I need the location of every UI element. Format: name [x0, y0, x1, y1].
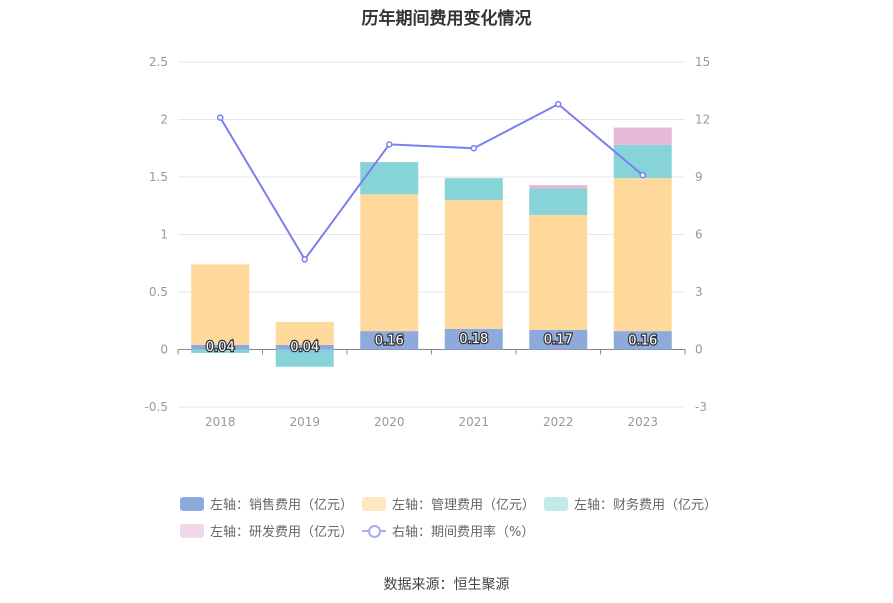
y-right-tick-label: 0: [695, 343, 703, 357]
y-right-tick-label: -3: [695, 400, 707, 414]
legend-label-finance: 左轴：财务费用（亿元）: [574, 498, 718, 513]
x-tick-label: 2020: [374, 415, 405, 429]
line-expense-rate: [219, 102, 644, 262]
legend-item-expense-rate[interactable]: 右轴：期间费用率（%）: [362, 521, 534, 540]
legend-item-sales[interactable]: 左轴：销售费用（亿元）: [180, 494, 353, 513]
bar-finance: [275, 349, 334, 367]
y-right-tick-label: 15: [695, 55, 710, 69]
data-label-sales: 0.17: [544, 333, 573, 348]
legend-label-admin: 左轴：管理费用（亿元）: [392, 498, 536, 513]
data-label-sales: 0.04: [290, 340, 319, 355]
legend-swatch-admin: [362, 496, 386, 511]
line-point-expense-rate: [639, 171, 646, 179]
bar-finance: [360, 162, 419, 195]
bar-sales: [191, 344, 250, 350]
y-left-tick-label: 2: [160, 113, 168, 127]
bar-admin: [613, 178, 672, 332]
legend-label-sales: 左轴：销售费用（亿元）: [210, 498, 354, 513]
bar-sales: [529, 329, 588, 350]
data-label-sales: 0.04: [206, 340, 235, 355]
bar-sales: [360, 331, 419, 350]
bar-sales: [444, 328, 503, 350]
y-left-tick-label: 1: [160, 228, 168, 242]
bar-sales: [613, 331, 672, 350]
data-label-sales: 0.18: [459, 332, 488, 347]
y-left-tick-label: 2.5: [149, 55, 168, 69]
bar-admin: [360, 194, 419, 332]
x-tick-label: 2018: [205, 415, 236, 429]
y-left-tick-label: 1.5: [149, 170, 168, 184]
data-source: 数据来源：恒生聚源: [383, 577, 510, 593]
data-label-sales: 0.16: [375, 333, 404, 348]
legend-label-expense-rate: 右轴：期间费用率（%）: [392, 525, 535, 540]
bar-finance: [444, 178, 503, 200]
legend-swatch-rnd: [180, 523, 204, 538]
y-left-tick-label: -0.5: [145, 400, 168, 414]
legend-swatch-finance: [544, 496, 568, 511]
line-point-expense-rate: [470, 145, 477, 152]
line-point-expense-rate: [386, 141, 393, 148]
chart-title: 历年期间费用变化情况: [361, 9, 532, 29]
bar-admin: [191, 264, 250, 345]
line-point-expense-rate: [217, 114, 224, 121]
x-tick-label: 2021: [458, 415, 489, 429]
y-left-tick-label: 0.5: [149, 285, 168, 299]
data-label-sales: 0.16: [628, 333, 657, 348]
bar-finance: [191, 349, 250, 353]
y-left-tick-label: 0: [160, 343, 168, 357]
bar-admin: [444, 200, 503, 329]
legend-swatch-sales: [180, 496, 204, 511]
y-right-tick-label: 9: [695, 170, 703, 184]
bar-finance: [529, 188, 588, 215]
legend-item-finance[interactable]: 左轴：财务费用（亿元）: [544, 494, 717, 513]
y-right-tick-label: 6: [695, 228, 703, 242]
legend-label-rnd: 左轴：研发费用（亿元）: [210, 525, 354, 540]
legend-item-rnd[interactable]: 左轴：研发费用（亿元）: [180, 521, 353, 540]
x-tick-label: 2022: [543, 415, 574, 429]
bar-rnd: [529, 185, 588, 189]
x-tick-label: 2019: [289, 415, 320, 429]
bar-sales: [275, 344, 334, 350]
legend-item-admin[interactable]: 左轴：管理费用（亿元）: [362, 494, 535, 513]
x-tick-label: 2023: [627, 415, 658, 429]
line-point-expense-rate: [301, 256, 308, 263]
bar-admin: [275, 321, 334, 345]
y-right-tick-label: 12: [695, 113, 710, 127]
bar-admin: [529, 214, 588, 330]
y-right-tick-label: 3: [695, 285, 703, 299]
legend-line-icon: [362, 524, 386, 538]
bar-rnd: [613, 127, 672, 145]
line-point-expense-rate: [555, 100, 562, 108]
